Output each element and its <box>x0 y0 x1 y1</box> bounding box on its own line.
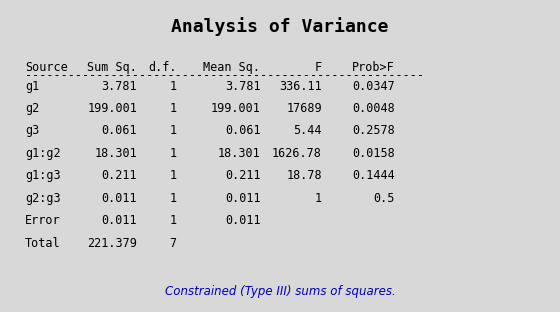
Text: 0.5: 0.5 <box>374 192 395 205</box>
Text: g2:g3: g2:g3 <box>25 192 61 205</box>
Text: 0.0158: 0.0158 <box>352 147 395 160</box>
Text: 0.011: 0.011 <box>101 192 137 205</box>
Text: 5.44: 5.44 <box>293 124 322 138</box>
Text: Prob>F: Prob>F <box>352 61 395 74</box>
Text: Error: Error <box>25 214 61 227</box>
Text: 18.301: 18.301 <box>218 147 260 160</box>
Text: Source: Source <box>25 61 68 74</box>
Text: Total: Total <box>25 237 61 250</box>
Text: 1626.78: 1626.78 <box>272 147 322 160</box>
Text: 1: 1 <box>169 124 176 138</box>
Text: 336.11: 336.11 <box>279 80 322 93</box>
Text: 199.001: 199.001 <box>211 102 260 115</box>
Text: 199.001: 199.001 <box>87 102 137 115</box>
Text: 0.061: 0.061 <box>101 124 137 138</box>
Text: 1: 1 <box>169 147 176 160</box>
Text: 0.2578: 0.2578 <box>352 124 395 138</box>
Text: 7: 7 <box>169 237 176 250</box>
Text: 1: 1 <box>315 192 322 205</box>
Text: 0.011: 0.011 <box>225 214 260 227</box>
Text: 18.78: 18.78 <box>286 169 322 183</box>
Text: 0.061: 0.061 <box>225 124 260 138</box>
Text: g1:g3: g1:g3 <box>25 169 61 183</box>
Text: g1:g2: g1:g2 <box>25 147 61 160</box>
Text: F: F <box>315 61 322 74</box>
Text: g3: g3 <box>25 124 39 138</box>
Text: 3.781: 3.781 <box>101 80 137 93</box>
Text: 0.0048: 0.0048 <box>352 102 395 115</box>
Text: Constrained (Type III) sums of squares.: Constrained (Type III) sums of squares. <box>165 285 395 299</box>
Text: 1: 1 <box>169 102 176 115</box>
Text: 0.011: 0.011 <box>225 192 260 205</box>
Text: 0.211: 0.211 <box>101 169 137 183</box>
Text: 0.211: 0.211 <box>225 169 260 183</box>
Text: Mean Sq.: Mean Sq. <box>203 61 260 74</box>
Text: 18.301: 18.301 <box>95 147 137 160</box>
Text: 1: 1 <box>169 214 176 227</box>
Text: Analysis of Variance: Analysis of Variance <box>171 17 389 36</box>
Text: d.f.: d.f. <box>148 61 176 74</box>
Text: 0.1444: 0.1444 <box>352 169 395 183</box>
Text: g1: g1 <box>25 80 39 93</box>
Text: 3.781: 3.781 <box>225 80 260 93</box>
Text: 1: 1 <box>169 169 176 183</box>
Text: 17689: 17689 <box>286 102 322 115</box>
Text: g2: g2 <box>25 102 39 115</box>
Text: --------------------------------------------------------: ----------------------------------------… <box>25 69 424 82</box>
Text: 1: 1 <box>169 192 176 205</box>
Text: 0.0347: 0.0347 <box>352 80 395 93</box>
Text: 1: 1 <box>169 80 176 93</box>
Text: Sum Sq.: Sum Sq. <box>87 61 137 74</box>
Text: 0.011: 0.011 <box>101 214 137 227</box>
Text: 221.379: 221.379 <box>87 237 137 250</box>
